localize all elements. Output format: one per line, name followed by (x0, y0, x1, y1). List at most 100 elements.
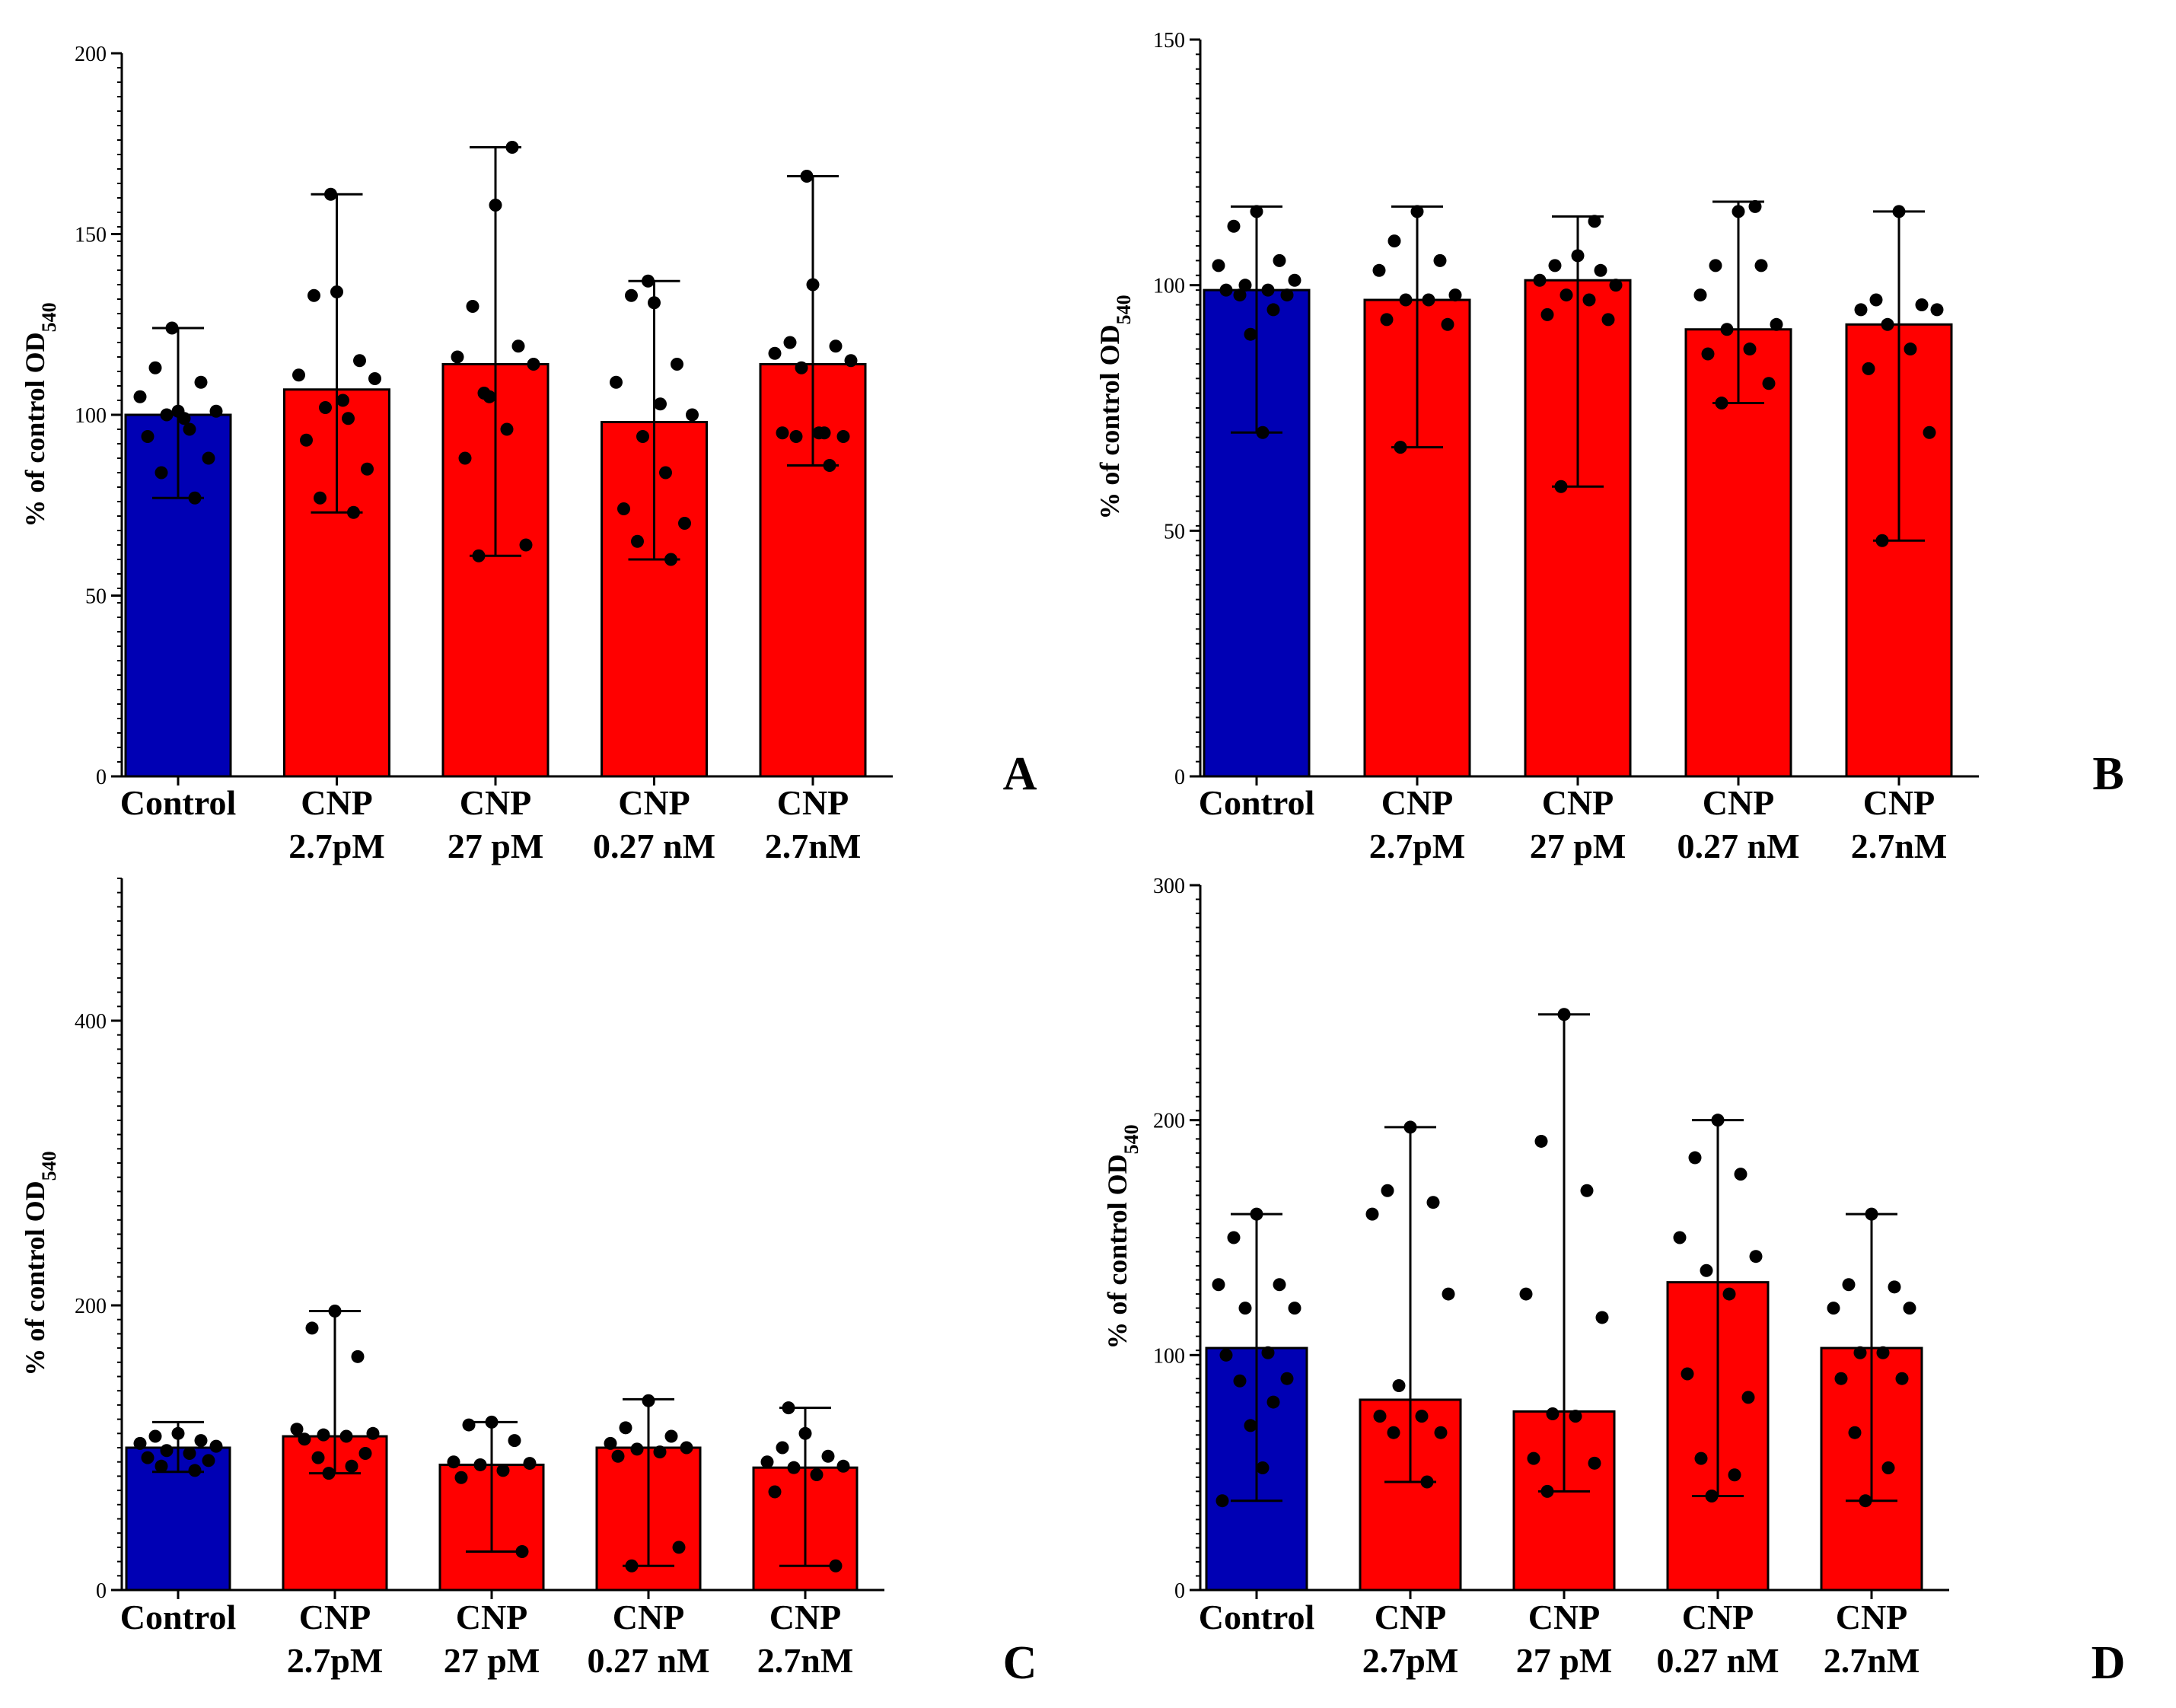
y-tick-label: 0 (96, 1579, 107, 1603)
x-category-label: 0.27 nM (588, 1641, 710, 1680)
data-point (368, 372, 381, 385)
data-point (324, 187, 337, 201)
data-point (473, 1458, 487, 1471)
data-point (1923, 425, 1936, 439)
data-point (1594, 263, 1607, 277)
data-point (300, 433, 313, 447)
data-point (625, 288, 638, 302)
data-point (810, 1468, 824, 1482)
data-point (317, 1428, 330, 1442)
data-point (290, 1423, 304, 1436)
x-category-label: CNP (618, 783, 690, 822)
data-point (672, 1541, 686, 1554)
data-point (1381, 1184, 1394, 1197)
data-point (1743, 343, 1757, 356)
data-point (1244, 1419, 1257, 1432)
data-point (782, 1401, 795, 1415)
data-point (1280, 1372, 1294, 1385)
data-point (345, 1459, 358, 1473)
y-axis-title-main: % of control OD (1102, 1154, 1133, 1349)
data-point (664, 553, 677, 566)
y-tick-label: 200 (75, 1295, 107, 1318)
data-point (307, 288, 320, 302)
x-category-label: CNP (769, 1598, 842, 1636)
y-tick-label: 0 (1174, 1579, 1185, 1603)
x-category-label: CNP (1682, 1598, 1754, 1636)
data-point (610, 375, 623, 389)
panel-letter: B (2092, 748, 2123, 800)
data-point (798, 1426, 812, 1440)
data-point (636, 430, 649, 443)
chart-panel-d: 0 100 200 300 % of control OD540 Control CNP 2.… (1102, 875, 2125, 1689)
data-point (1387, 234, 1401, 248)
data-point (1533, 273, 1547, 287)
data-point (1250, 1207, 1263, 1221)
x-category-label: CNP (301, 783, 373, 822)
data-point (451, 350, 464, 364)
data-point (1557, 1008, 1571, 1021)
y-tick-label: 0 (1174, 766, 1185, 789)
data-point (617, 502, 630, 515)
data-point (1233, 1374, 1247, 1388)
data-point (1442, 1287, 1455, 1301)
x-category-label: CNP (456, 1598, 528, 1636)
y-tick-label: 200 (1153, 1110, 1185, 1133)
data-point (1212, 259, 1225, 272)
data-point (1754, 259, 1768, 272)
data-point (500, 422, 514, 436)
data-point (1869, 293, 1883, 307)
data-point (1250, 205, 1263, 218)
y-tick-label: 400 (75, 1010, 107, 1034)
data-point (519, 538, 533, 552)
data-point (829, 1559, 843, 1573)
y-tick-label: 50 (85, 585, 107, 609)
data-point (1875, 534, 1889, 547)
data-point (1582, 293, 1596, 307)
data-point (155, 1459, 168, 1473)
data-point (188, 1464, 202, 1477)
data-point (1244, 327, 1257, 341)
data-point (1219, 1348, 1233, 1362)
x-category-label: 27 pM (1516, 1641, 1613, 1680)
data-point (209, 1439, 223, 1453)
y-tick-label: 300 (1153, 875, 1185, 898)
data-point (1233, 288, 1247, 302)
data-point (1722, 1287, 1736, 1301)
y-axis-title-main: % of control OD (1094, 324, 1125, 519)
data-point (523, 1457, 537, 1471)
data-point (148, 361, 162, 374)
data-point (625, 1559, 639, 1573)
x-category-label: Control (1199, 783, 1315, 822)
data-point (642, 274, 655, 288)
data-point (1288, 273, 1301, 287)
data-point (1588, 215, 1601, 228)
data-point (1280, 288, 1294, 302)
data-point (466, 300, 479, 313)
data-point (1219, 283, 1233, 297)
data-point (776, 1441, 789, 1455)
data-point (1571, 249, 1585, 263)
y-axis-title: % of control OD540 (20, 302, 60, 527)
data-point (1569, 1410, 1582, 1423)
data-point (361, 462, 374, 476)
data-point (1387, 1426, 1400, 1439)
data-point (844, 354, 858, 368)
data-point (1881, 1461, 1895, 1474)
data-point (133, 1436, 147, 1450)
data-point (1399, 293, 1413, 307)
data-point (311, 1451, 325, 1464)
x-category-label: CNP (1542, 783, 1614, 822)
x-category-label: CNP (1381, 783, 1454, 822)
data-point (194, 375, 208, 389)
data-point (795, 361, 808, 374)
x-category-label: 27 pM (448, 827, 544, 865)
data-point (489, 199, 502, 212)
x-category-label: CNP (1703, 783, 1775, 822)
data-point (508, 1434, 521, 1448)
data-point (527, 358, 540, 371)
chart-panel-b: 0 50 100 150 % of control OD540 Control CNP 2.7… (1094, 29, 2124, 865)
data-point (680, 1441, 693, 1455)
data-point (1394, 441, 1407, 454)
data-point (776, 426, 789, 440)
data-point (1895, 1372, 1909, 1385)
